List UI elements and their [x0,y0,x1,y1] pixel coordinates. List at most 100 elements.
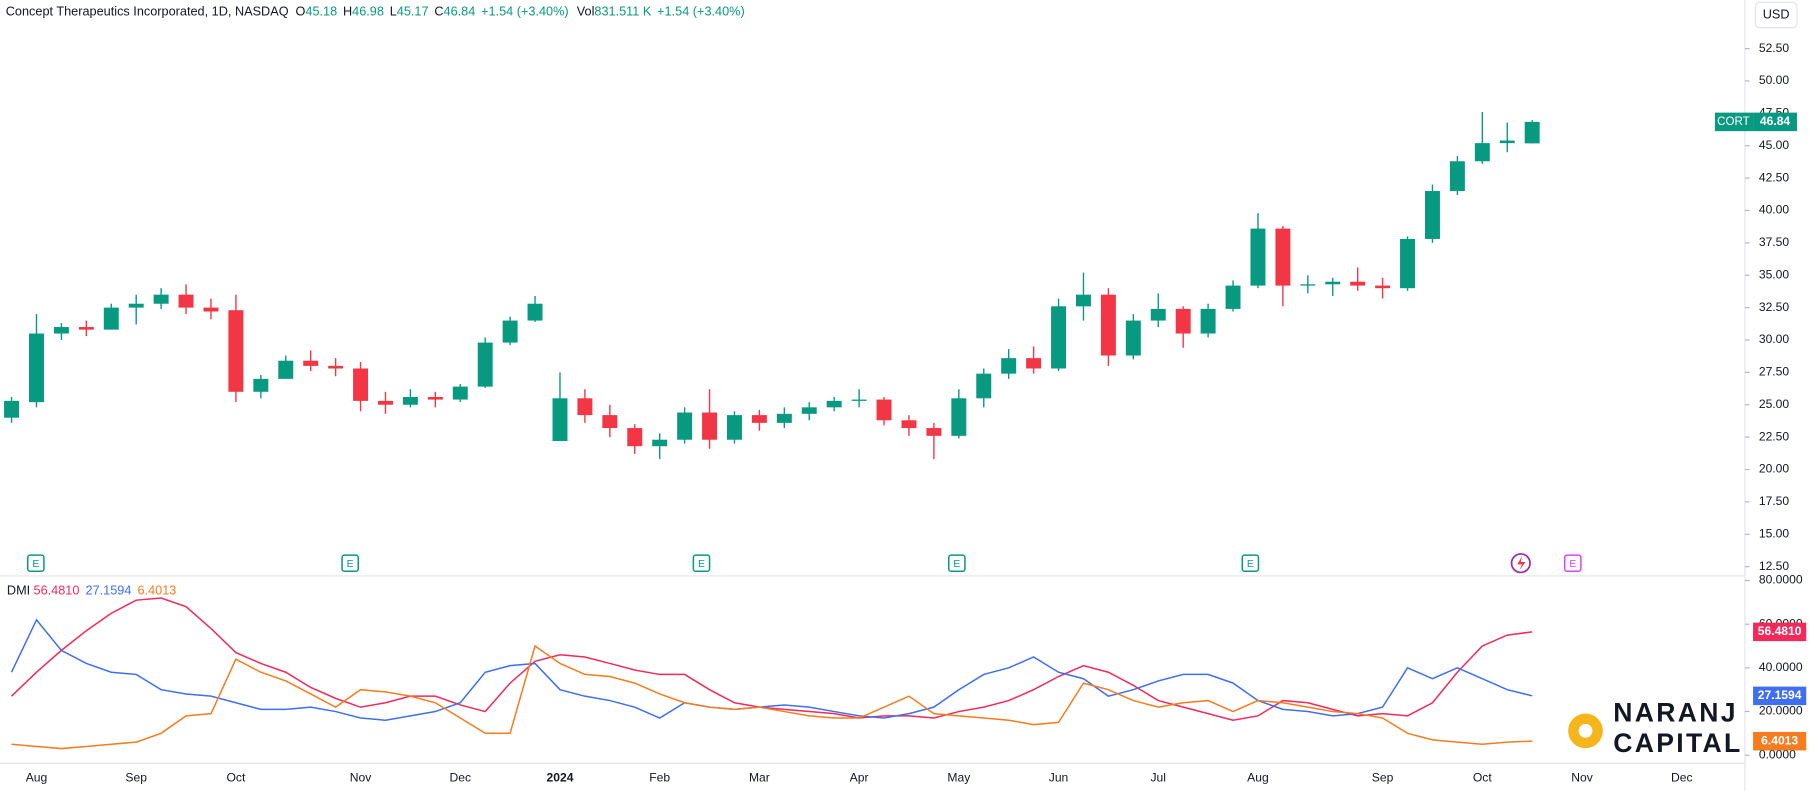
x-tick-label: Nov [1571,770,1593,784]
x-tick-label: Aug [26,770,48,784]
y-tick-label: 42.50 [1759,170,1790,184]
ohlc-label: H [343,4,352,19]
candle-body [726,415,742,440]
candle-body [378,400,393,405]
candle-body [29,333,44,403]
currency-button[interactable] [1754,1,1798,29]
candle-body [1125,320,1141,356]
earnings-marker-label: E [1247,559,1254,570]
earnings-marker-label: E [953,559,960,570]
candle-body [103,307,119,330]
candle-body [776,413,792,423]
candle-body [801,407,817,414]
dmi-line [11,644,1533,750]
candle-body [751,415,767,423]
candle-body [128,303,144,308]
y-tick-label: 20.0000 [1759,704,1803,718]
x-tick-label: Dec [449,770,471,784]
x-tick-label: Apr [850,770,869,784]
y-tick-label: 22.50 [1759,429,1790,443]
y-tick-label: 40.0000 [1759,660,1803,674]
header: Concept Therapeutics Incorporated, 1D, N… [6,4,745,19]
candle-body [926,428,942,436]
candle-body [4,400,20,418]
candle-body [427,396,443,400]
candle-body [851,399,867,401]
x-tick-label: Nov [350,770,372,784]
candle-body [502,320,518,343]
candle-body [1300,284,1316,286]
y-tick-label: 27.50 [1759,365,1790,379]
x-tick-label: Aug [1247,770,1269,784]
candle-body [1424,191,1440,239]
earnings-marker-label: E [347,559,354,570]
candle-body [303,360,319,366]
y-tick-label: 52.50 [1759,41,1790,55]
y-tick-label: 32.50 [1759,300,1790,314]
x-tick-label: Oct [1473,770,1492,784]
candle-body [1001,358,1017,374]
y-tick-label: 35.00 [1759,267,1790,281]
y-tick-label: 45.00 [1759,138,1790,152]
price-badge-text: 46.84 [1760,114,1791,128]
price-badge [1753,112,1797,132]
indicator-badge-text: 6.4013 [1761,733,1798,747]
candle-body [452,386,468,400]
indicator-value: 27.1594 [86,582,132,597]
earnings-marker [948,554,966,573]
candle-body [976,373,992,399]
earnings-marker [692,554,711,573]
y-tick-label: 37.50 [1759,235,1790,249]
logo: NARANJ CAPITAL [1568,698,1740,758]
candle-body [1375,285,1391,289]
candle-body [677,412,693,440]
candle-body [602,415,618,429]
candle-body [153,294,169,304]
ohlc-label: O [296,4,306,19]
volume: 831.511 K [594,4,651,19]
earnings-marker [1241,554,1260,573]
candle-body [951,398,967,436]
ohlc-label: C [434,4,443,19]
candle-body [527,303,543,321]
candle-body [552,398,568,442]
indicator-badge [1753,686,1807,706]
candle-body [278,360,294,379]
indicator-value: 56.4810 [34,582,80,597]
candle-body [1275,228,1291,286]
volume-change: +1.54 (+3.40%) [657,4,745,19]
earnings-marker [341,554,359,573]
candle-body [1250,228,1266,286]
candle-body [1400,238,1416,289]
x-tick-label: Oct [226,770,245,784]
candle-body [1150,308,1166,321]
indicator-title: DMI [7,582,30,597]
y-tick-label: 50.00 [1759,73,1790,87]
y-tick-label: 17.50 [1759,494,1790,508]
dividend-icon-bolt [1517,556,1526,571]
ohlc-value: 46.84 [444,4,476,19]
y-tick-label: 20.00 [1759,462,1790,476]
y-tick-label: 40.00 [1759,203,1790,217]
x-tick-label: Mar [749,770,770,784]
candle-body [1100,294,1116,356]
y-tick-label: 80.0000 [1759,573,1803,587]
candle-body [826,400,842,408]
y-tick-label: 30.00 [1759,332,1790,346]
candle-body [901,420,917,429]
candle-body [1225,285,1241,309]
symbol-title: Concept Therapeutics Incorporated, 1D, N… [6,4,289,19]
candle-body [253,378,269,392]
candle-body [1200,308,1216,334]
x-tick-label: 2024 [546,770,573,784]
y-tick-label: 0.0000 [1759,747,1796,761]
candle-body [402,396,418,405]
earnings-marker [1563,554,1582,573]
candle-body [203,307,219,312]
indicator-value: 6.4013 [138,582,177,597]
currency[interactable]: USD [1763,6,1790,21]
candle-body [577,398,593,416]
candle-body [228,310,244,392]
candle-body [1051,306,1067,369]
